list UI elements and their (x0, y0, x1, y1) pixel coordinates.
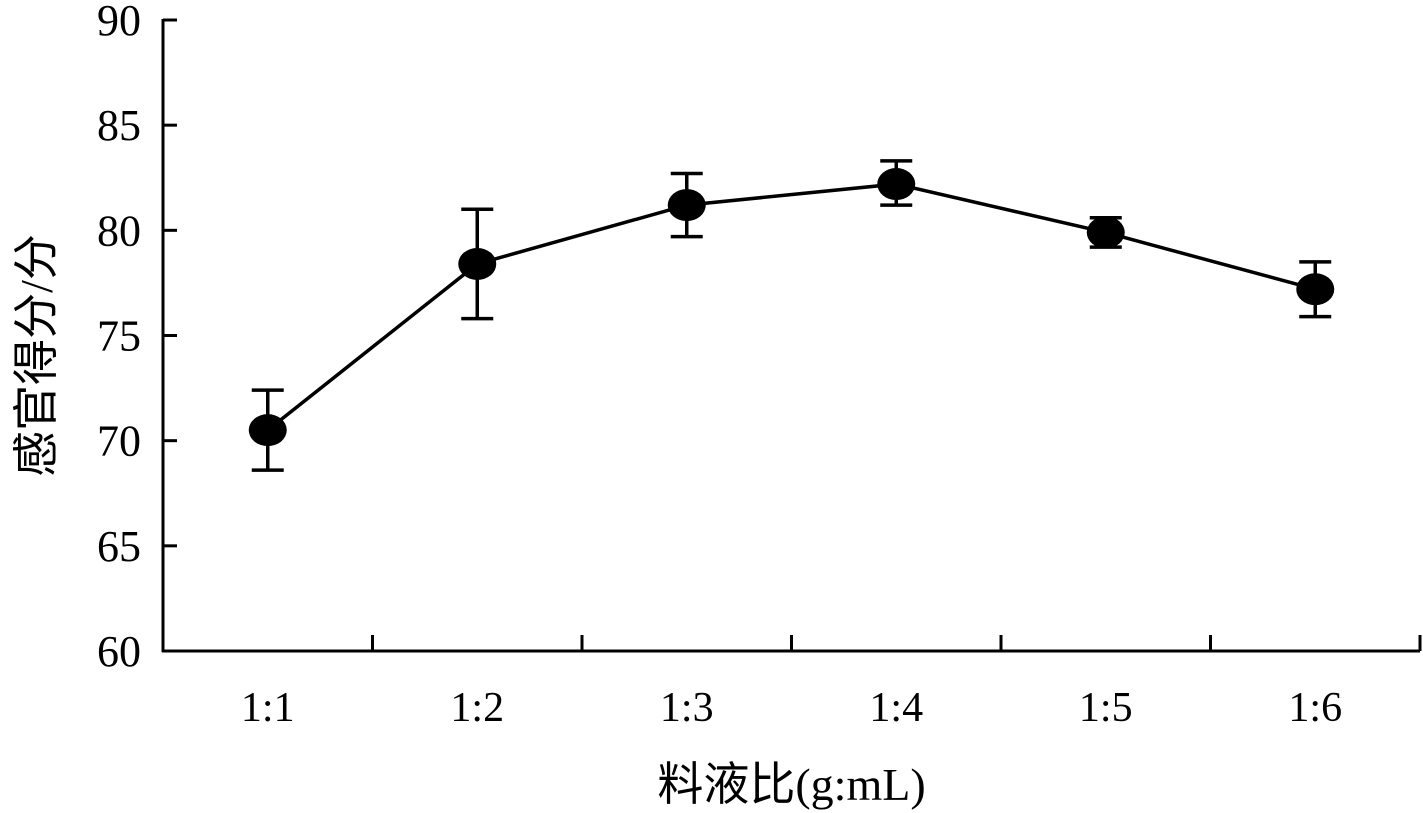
x-tick-label: 1:5 (1079, 685, 1133, 731)
y-tick-label: 60 (97, 627, 141, 676)
y-tick-label: 80 (97, 206, 141, 255)
y-axis-title: 感官得分/分 (11, 234, 62, 477)
data-point (877, 168, 916, 201)
axes (161, 19, 1420, 653)
data-point (1086, 216, 1125, 249)
data-point (1296, 273, 1335, 306)
y-tick-label: 75 (97, 312, 141, 361)
series-line (266, 182, 1316, 432)
data-point (458, 247, 497, 280)
y-tick-label: 70 (97, 417, 141, 466)
x-tick-label: 1:2 (450, 685, 504, 731)
ticks: 60 65 70 75 80 85 90 1:1 1:2 1:3 1:4 1:5 1:6 (97, 0, 1422, 731)
data-point (248, 414, 287, 447)
x-tick-label: 1:1 (241, 685, 295, 731)
y-tick-label: 90 (97, 0, 141, 45)
x-tick-label: 1:3 (660, 685, 714, 731)
series (248, 159, 1335, 472)
x-axis-title: 料液比(g:mL) (657, 759, 925, 810)
y-tick-label: 85 (97, 101, 141, 150)
y-tick-label: 65 (97, 522, 141, 571)
x-tick-label: 1:6 (1288, 685, 1342, 731)
x-tick-label: 1:4 (869, 685, 923, 731)
data-point (667, 189, 706, 222)
